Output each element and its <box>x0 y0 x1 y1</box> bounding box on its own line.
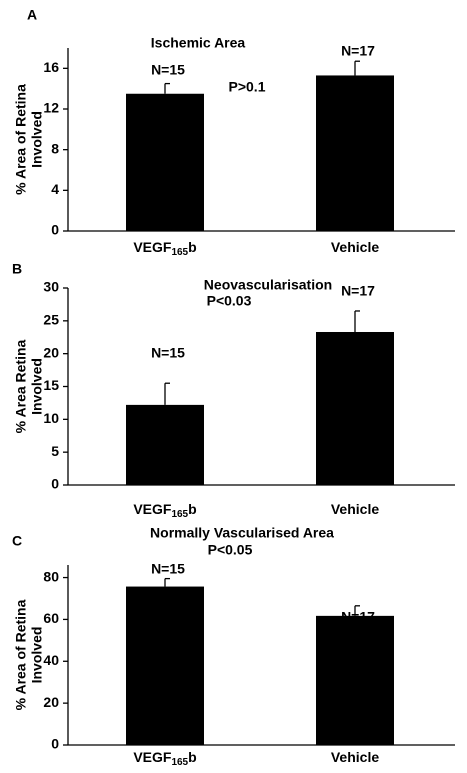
x-tick-label: Vehicle <box>331 239 379 255</box>
chart-title: Ischemic Area <box>151 35 246 51</box>
y-tick-label: 4 <box>51 181 59 197</box>
x-tick-label: Vehicle <box>331 501 379 517</box>
bar <box>126 586 204 745</box>
y-tick-label: 0 <box>51 736 59 752</box>
y-tick-label: 8 <box>51 140 59 156</box>
annotation: P<0.03 <box>207 293 252 309</box>
bar <box>316 331 394 485</box>
n-label: N=17 <box>341 43 375 59</box>
y-tick-label: 60 <box>43 610 59 626</box>
y-tick-label: 12 <box>43 100 59 116</box>
y-tick-label: 0 <box>51 222 59 238</box>
y-tick-label: 20 <box>43 344 59 360</box>
chart-title: Normally Vascularised Area <box>150 525 334 541</box>
y-axis-label: % Area Retina <box>13 339 29 433</box>
y-tick-label: 25 <box>43 312 59 328</box>
n-label: N=17 <box>341 609 375 625</box>
y-tick-label: 10 <box>43 410 59 426</box>
y-axis-label: Involved <box>29 111 45 168</box>
x-tick-label: VEGF165b <box>133 239 196 258</box>
chart-title: Neovascularisation <box>204 277 332 293</box>
x-tick-label: VEGF165b <box>133 501 196 520</box>
bar <box>126 404 204 485</box>
bar <box>126 93 204 231</box>
y-axis-label: Involved <box>29 627 45 684</box>
y-axis-label: Involved <box>29 358 45 415</box>
x-tick-label: VEGF165b <box>133 749 196 768</box>
panel-letter: B <box>12 261 22 277</box>
y-axis-label: % Area of Retina <box>13 84 29 195</box>
panel-letter: A <box>27 7 37 23</box>
n-label: N=17 <box>341 283 375 299</box>
y-tick-label: 40 <box>43 652 59 668</box>
annotation: P<0.05 <box>208 542 253 558</box>
x-tick-label: Vehicle <box>331 749 379 765</box>
y-tick-label: 30 <box>43 279 59 295</box>
y-axis-label: % Area of Retina <box>13 599 29 710</box>
annotation: P>0.1 <box>229 79 266 95</box>
y-tick-label: 5 <box>51 443 59 459</box>
y-tick-label: 20 <box>43 694 59 710</box>
panel-letter: C <box>12 533 22 549</box>
bar <box>316 615 394 745</box>
n-label: N=15 <box>151 62 185 78</box>
y-tick-label: 0 <box>51 476 59 492</box>
y-tick-label: 80 <box>43 568 59 584</box>
y-tick-label: 15 <box>43 377 59 393</box>
y-tick-label: 16 <box>43 59 59 75</box>
n-label: N=15 <box>151 561 185 577</box>
n-label: N=15 <box>151 345 185 361</box>
bar <box>316 75 394 231</box>
